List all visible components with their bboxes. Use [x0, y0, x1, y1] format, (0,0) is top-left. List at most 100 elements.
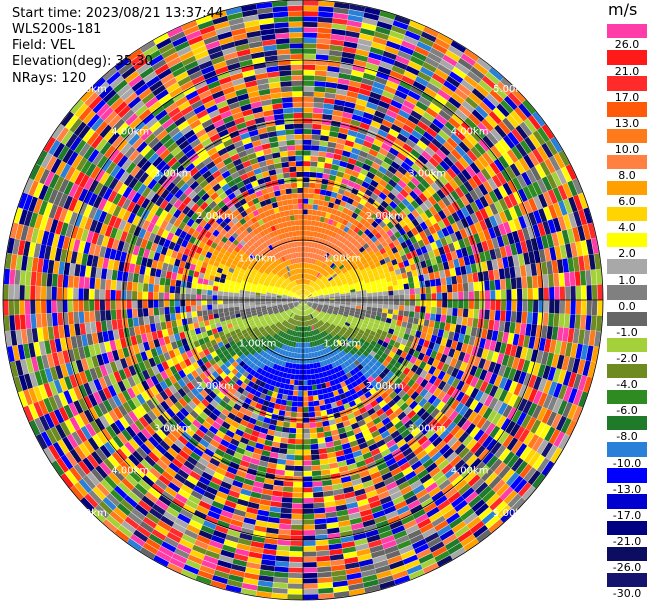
- range-gate: [435, 164, 446, 175]
- range-gate: [331, 264, 337, 270]
- range-gate: [434, 271, 441, 280]
- range-gate: [289, 37, 303, 44]
- range-gate: [518, 157, 530, 172]
- range-gate: [473, 281, 480, 292]
- range-gate: [267, 429, 276, 436]
- range-gate: [121, 309, 128, 319]
- range-gate: [132, 317, 139, 327]
- range-gate: [361, 271, 368, 277]
- range-gate: [454, 187, 465, 198]
- range-gate: [331, 283, 337, 287]
- range-gate: [461, 274, 468, 284]
- range-gate: [317, 156, 326, 163]
- range-gate: [527, 225, 536, 239]
- range-gate: [348, 216, 356, 224]
- range-gate: [268, 424, 277, 431]
- range-gate: [268, 76, 281, 84]
- range-gate: [470, 212, 479, 224]
- range-gate: [575, 241, 584, 257]
- range-gate: [381, 263, 388, 270]
- range-gate: [374, 232, 382, 240]
- range-gate: [378, 269, 385, 276]
- range-gate: [369, 277, 376, 282]
- range-gate: [297, 347, 301, 354]
- range-gate: [356, 243, 363, 250]
- range-gate: [326, 284, 332, 288]
- range-gate: [115, 290, 122, 300]
- range-gate: [318, 282, 324, 287]
- range-gate: [14, 269, 21, 285]
- range-gate: [383, 196, 393, 205]
- range-gate: [549, 155, 561, 172]
- range-gate: [290, 48, 303, 54]
- range-gate: [292, 363, 297, 369]
- range-gate: [378, 179, 388, 188]
- range-gate: [533, 287, 539, 300]
- range-gate: [149, 323, 157, 333]
- range-gate: [278, 65, 291, 71]
- range-gate: [423, 227, 432, 237]
- range-gate: [14, 314, 21, 330]
- range-gate: [290, 411, 298, 418]
- range-gate: [191, 305, 197, 312]
- range-gate: [332, 250, 338, 257]
- range-gate: [345, 297, 351, 300]
- range-gate: [446, 214, 456, 225]
- range-gate: [361, 206, 369, 214]
- range-gate: [8, 300, 15, 316]
- range-gate: [474, 290, 480, 300]
- range-gate: [359, 256, 366, 263]
- range-gate: [446, 75, 461, 88]
- range-gate: [439, 270, 446, 279]
- range-gate: [274, 566, 289, 573]
- range-gate: [303, 96, 314, 103]
- range-gate: [366, 289, 372, 294]
- range-gate: [538, 208, 548, 223]
- range-gate: [375, 170, 385, 179]
- range-gate: [312, 123, 322, 130]
- range-gate: [380, 200, 389, 209]
- range-gate: [353, 233, 361, 241]
- range-gate: [306, 293, 311, 297]
- range-gate: [317, 290, 323, 294]
- range-gate: [377, 291, 383, 297]
- range-gate: [544, 247, 552, 262]
- range-gate: [450, 133, 462, 145]
- range-gate: [322, 288, 328, 292]
- range-gate: [305, 291, 309, 296]
- range-gate: [175, 306, 181, 314]
- range-gate: [493, 225, 502, 238]
- range-gate: [94, 300, 100, 311]
- range-gate: [324, 295, 330, 298]
- range-gate: [19, 300, 25, 315]
- range-gate: [293, 209, 299, 215]
- range-gate: [169, 293, 175, 300]
- range-gate: [397, 201, 407, 211]
- range-gate: [383, 267, 390, 274]
- range-gate: [459, 183, 469, 195]
- range-gate: [373, 239, 381, 247]
- range-gate: [282, 486, 294, 493]
- range-gate: [335, 246, 341, 253]
- range-gate: [365, 246, 372, 253]
- range-gate: [78, 300, 84, 312]
- range-gate: [567, 257, 575, 272]
- range-gate: [319, 275, 325, 281]
- range-gate: [489, 248, 497, 260]
- range-gate: [323, 291, 329, 295]
- range-gate: [496, 257, 504, 269]
- range-gate: [303, 296, 307, 300]
- range-gate: [196, 283, 203, 290]
- range-gate: [425, 243, 433, 252]
- range-gate: [272, 408, 280, 415]
- range-gate: [351, 297, 357, 300]
- range-gate: [451, 275, 458, 285]
- range-gate: [356, 274, 363, 279]
- range-gate: [291, 80, 303, 86]
- range-gate: [310, 288, 315, 293]
- range-gate: [330, 281, 337, 286]
- range-gate: [94, 289, 100, 300]
- range-gate: [437, 262, 445, 272]
- range-gate: [303, 295, 306, 300]
